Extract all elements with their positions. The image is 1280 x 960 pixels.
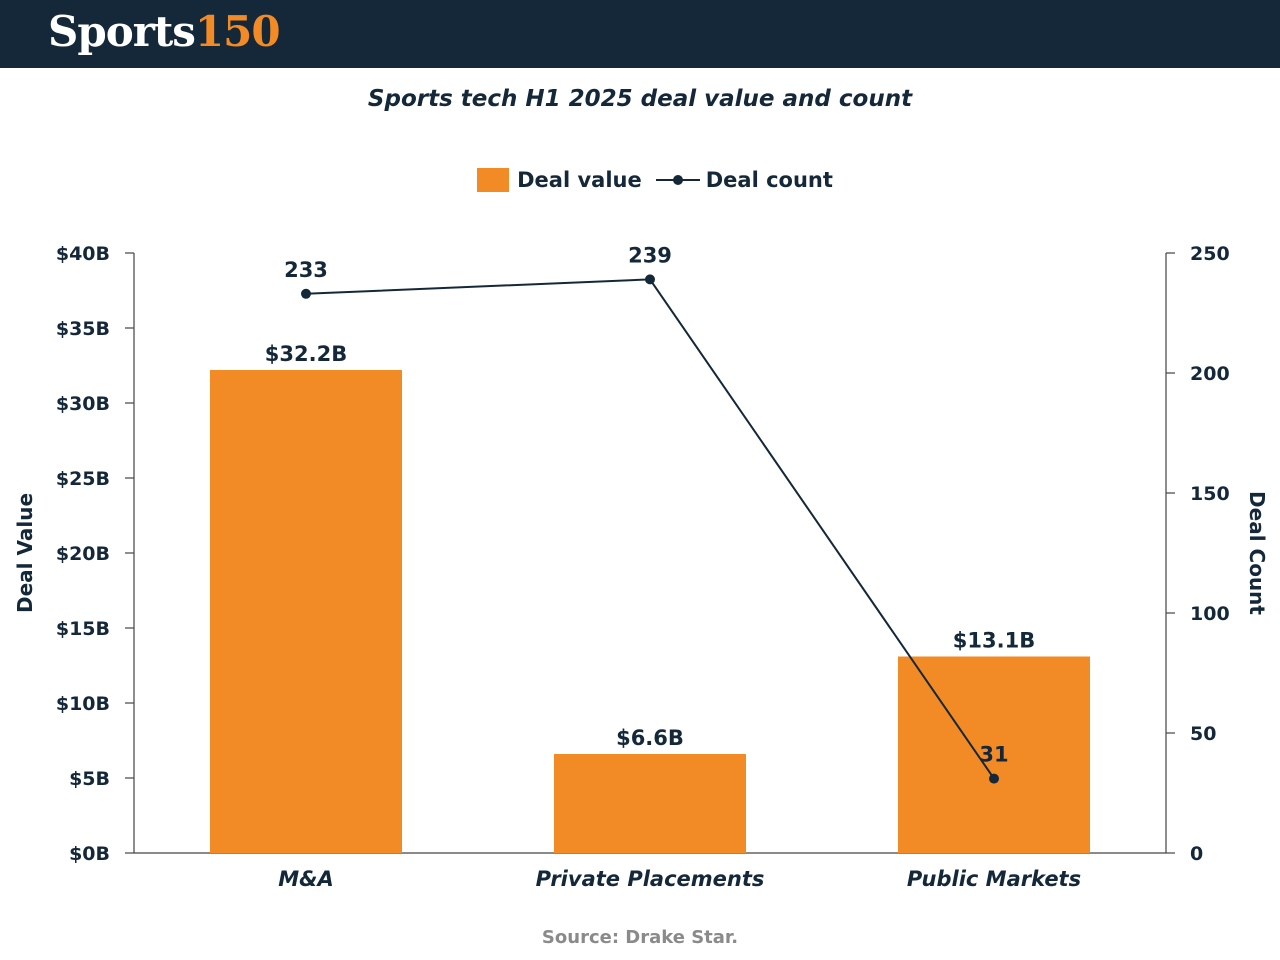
right-tick-label: 250	[1190, 243, 1230, 265]
deal-count-point	[989, 773, 999, 784]
left-tick-label: $35B	[56, 318, 110, 340]
left-tick-label: $30B	[56, 393, 110, 415]
x-category-label: Public Markets	[907, 867, 1081, 891]
bar-value-label: $32.2B	[265, 342, 347, 366]
y-axis-title: Deal Value	[13, 493, 37, 613]
right-tick-label: 50	[1190, 723, 1216, 745]
left-tick-label: $5B	[69, 768, 110, 790]
deal-count-point	[301, 288, 311, 299]
right-tick-label: 100	[1190, 603, 1230, 625]
right-tick-label: 200	[1190, 363, 1230, 385]
source-note: Source: Drake Star.	[541, 927, 739, 948]
bar	[898, 656, 1090, 853]
x-category-label: Private Placements	[536, 867, 765, 891]
deal-count-label: 239	[628, 243, 672, 267]
deal-count-line	[305, 278, 995, 780]
left-tick-label: $10B	[56, 693, 110, 715]
left-tick-label: $20B	[56, 543, 110, 565]
sports150-logo: Sports150	[48, 7, 281, 56]
left-tick-label: $15B	[56, 618, 110, 640]
logo-word: Sports	[48, 7, 196, 56]
bar	[210, 370, 402, 853]
bar-value-label: $13.1B	[953, 629, 1035, 653]
bar	[554, 754, 746, 853]
left-tick-label: $0B	[69, 843, 110, 865]
left-tick-label: $25B	[56, 468, 110, 490]
y2-axis-title: Deal Count	[1245, 491, 1269, 615]
bar-value-label: $6.6B	[616, 726, 684, 750]
deal-count-point	[645, 274, 655, 285]
chart-title: Sports tech H1 2025 deal value and count	[367, 86, 913, 112]
logo-number: 150	[194, 7, 281, 56]
x-category-label: M&A	[278, 867, 333, 891]
legend-bar-swatch	[477, 168, 510, 192]
deal-count-label: 233	[284, 258, 328, 282]
legend-line-icon	[655, 175, 700, 185]
chart-legend: Deal value Deal count	[0, 168, 1280, 192]
legend-line-label: Deal count	[705, 168, 833, 192]
right-tick-label: 0	[1190, 843, 1203, 865]
deal-count-label: 31	[979, 743, 1008, 767]
right-tick-label: 150	[1190, 483, 1230, 505]
header-bar: Sports150	[0, 0, 1280, 68]
left-tick-label: $40B	[56, 243, 110, 265]
legend-bar-label: Deal value	[517, 168, 642, 192]
